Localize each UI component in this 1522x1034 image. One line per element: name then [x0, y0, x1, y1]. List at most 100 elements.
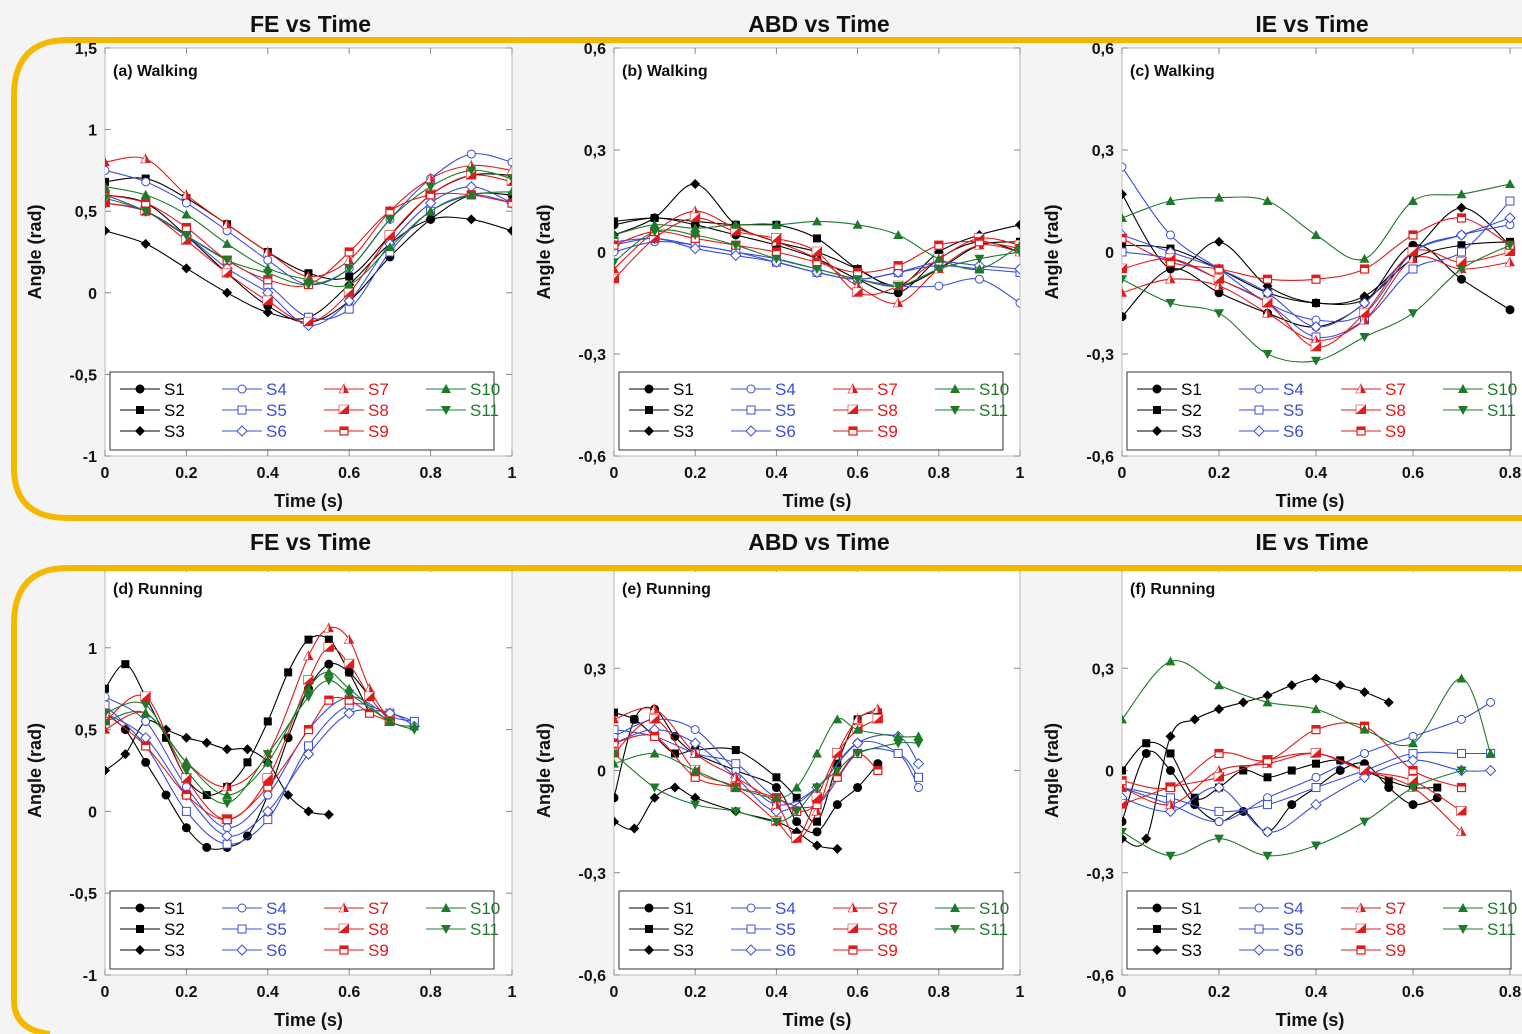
data-point-S10: [323, 667, 334, 677]
data-point-S3: [466, 214, 477, 225]
x-tick-label: 0.8: [1499, 465, 1521, 482]
data-point-S8-half: [1456, 806, 1468, 817]
data-point-S11: [140, 207, 151, 217]
data-point-S7-half: [1261, 307, 1268, 318]
x-tick-label: 0.4: [257, 465, 279, 482]
data-point-S4: [181, 198, 191, 208]
legend-marker-S1: [1152, 384, 1162, 394]
data-point-S3: [1165, 731, 1176, 742]
data-point-S11: [1015, 248, 1020, 257]
data-point-S7-half: [1164, 798, 1171, 809]
data-point-S11: [105, 194, 110, 204]
panel-title-a: FE vs Time: [250, 11, 371, 37]
data-point-S3: [1262, 690, 1273, 701]
data-point-S1: [614, 793, 619, 803]
data-point-S2: [105, 684, 109, 693]
y-tick-label: -0,6: [1086, 968, 1114, 985]
data-point-S1: [161, 790, 171, 800]
x-tick-label: 0.8: [419, 984, 441, 1001]
data-point-S1: [1141, 748, 1151, 758]
data-point-S10: [1311, 230, 1321, 239]
legend-label-S7: S7: [368, 380, 389, 399]
data-point-S9-half: [1457, 214, 1466, 217]
legend-marker-S7-half: [338, 901, 345, 913]
data-point-S2: [1239, 766, 1248, 775]
data-point-S7-half: [221, 218, 228, 229]
legend-label-S3: S3: [164, 941, 185, 960]
data-point-S11: [1505, 241, 1515, 251]
legend-marker-S11: [441, 925, 451, 934]
data-point-S2: [1122, 241, 1126, 250]
legend-marker-S11: [1458, 925, 1468, 934]
data-point-S3: [614, 816, 619, 827]
data-point-S5: [731, 759, 741, 769]
legend-marker-S5: [1254, 924, 1264, 934]
legend-label-S5: S5: [775, 401, 796, 420]
data-point-S1: [853, 783, 863, 793]
data-point-S9-half: [772, 248, 781, 251]
legend-label-S9: S9: [368, 941, 389, 960]
data-point-S2: [1142, 739, 1151, 748]
data-point-S11: [1262, 350, 1273, 359]
data-point-S11: [409, 725, 420, 735]
data-point-S10: [466, 189, 477, 199]
data-point-S4: [141, 177, 151, 187]
data-point-S10: [614, 758, 619, 768]
data-point-S10: [384, 242, 395, 252]
data-point-S6: [689, 242, 701, 255]
x-tick-label: 0.4: [765, 984, 787, 1001]
data-point-S9: [614, 240, 619, 250]
data-point-S11: [1262, 851, 1273, 861]
legend-label-S2: S2: [1181, 401, 1202, 420]
data-point-S10: [1359, 724, 1370, 734]
data-point-S8-half: [1407, 246, 1419, 257]
data-point-S11: [974, 254, 985, 264]
data-point-S6: [1407, 754, 1419, 766]
data-point-S11: [812, 265, 822, 274]
data-point-S10: [649, 748, 660, 758]
legend-label-S2: S2: [164, 401, 185, 420]
data-point-S3: [323, 809, 334, 820]
data-point-S7-half: [323, 622, 330, 633]
data-point-S7-half: [105, 723, 106, 734]
data-point-S7-half: [1122, 286, 1123, 298]
data-point-S9-half: [813, 258, 821, 262]
x-tick-label: 0.4: [765, 465, 787, 482]
data-point-S11: [1214, 834, 1224, 844]
data-point-S1: [202, 842, 212, 852]
data-point-S11: [262, 750, 273, 760]
data-point-S10: [852, 724, 863, 734]
legend-marker-S1: [135, 384, 145, 394]
data-point-S7-half: [180, 188, 187, 200]
data-point-S3: [629, 823, 640, 834]
series-group-a: [105, 149, 512, 332]
data-point-S6: [912, 757, 925, 770]
y-axis-label-d: Angle (rad): [25, 723, 45, 818]
data-point-S9-half: [1263, 275, 1272, 279]
x-tick-label: 0.2: [684, 465, 706, 482]
data-point-S2: [1457, 241, 1466, 250]
legend-label-S11: S11: [1487, 920, 1516, 939]
y-tick-label: 0,3: [1092, 143, 1114, 160]
legend-marker-S7-half: [847, 901, 854, 913]
data-point-S8-half: [262, 773, 274, 784]
data-point-S11: [105, 709, 110, 719]
data-point-S3: [690, 792, 701, 803]
y-tick-label: -0,3: [578, 866, 606, 883]
legend-label-S1: S1: [164, 899, 185, 918]
x-tick-label: 0.4: [257, 984, 279, 1001]
legend-label-S5: S5: [775, 920, 796, 939]
data-point-S11: [649, 227, 660, 237]
data-point-S10: [1485, 748, 1496, 758]
legend-marker-S7-half: [338, 382, 345, 394]
data-point-S11: [303, 692, 314, 702]
data-point-S4: [105, 165, 110, 175]
data-point-S7-half: [1122, 781, 1123, 792]
data-point-S11: [649, 783, 660, 793]
x-tick-label: 0.6: [1402, 465, 1424, 482]
data-point-S7-half: [506, 164, 512, 175]
data-point-S2: [731, 746, 740, 755]
legend-marker-S2: [645, 925, 653, 933]
data-point-S11: [614, 258, 619, 268]
